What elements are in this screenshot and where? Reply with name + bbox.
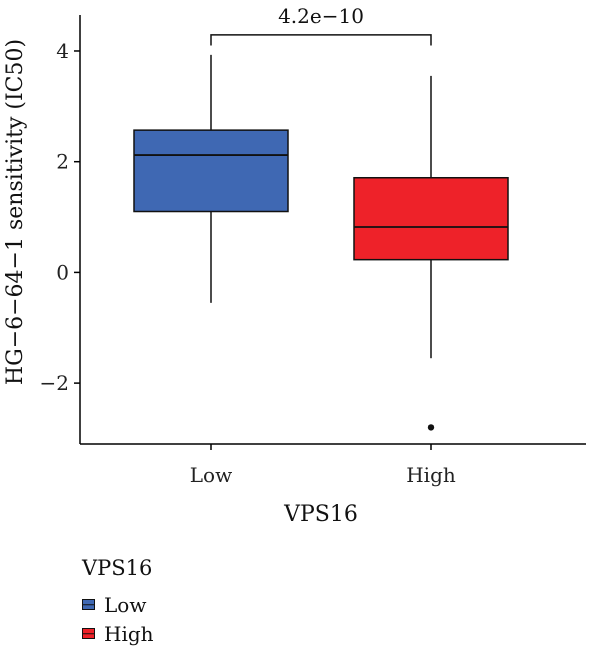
boxplot-chart: −2 0 2 4 Low High 4.2e−10 VPS16 HG−6−64−1 se… [3, 4, 586, 527]
legend-item-low: Low [82, 590, 154, 619]
legend: VPS16 Low High [82, 556, 154, 648]
y-ticks: −2 0 2 4 [40, 39, 80, 395]
comparison-bracket: 4.2e−10 [210, 4, 432, 46]
outlier-point-high [427, 424, 435, 431]
boxes [133, 54, 509, 431]
box-rect-low [133, 129, 289, 213]
comparison-bracket-line [210, 34, 432, 46]
y-tick-label: 4 [56, 39, 69, 63]
axes [79, 15, 586, 445]
box-high [353, 75, 509, 431]
p-value-label: 4.2e−10 [278, 4, 364, 28]
x-ticks: Low High [190, 444, 456, 487]
x-tick-label-low: Low [190, 463, 232, 487]
box-rect-high [353, 176, 509, 261]
y-axis-title: HG−6−64−1 sensitivity (IC50) [3, 39, 28, 385]
legend-label-low: Low [104, 592, 147, 617]
legend-key-low [82, 599, 95, 610]
legend-key-high [82, 628, 95, 639]
y-tick-label: 0 [56, 260, 69, 284]
x-tick-label-high: High [406, 463, 456, 487]
y-tick-label: −2 [40, 371, 69, 395]
x-axis-title: VPS16 [283, 502, 358, 527]
legend-label-high: High [104, 621, 154, 646]
y-tick-label: 2 [56, 150, 69, 174]
legend-item-high: High [82, 619, 154, 648]
box-low [133, 54, 289, 303]
legend-title: VPS16 [82, 556, 153, 580]
